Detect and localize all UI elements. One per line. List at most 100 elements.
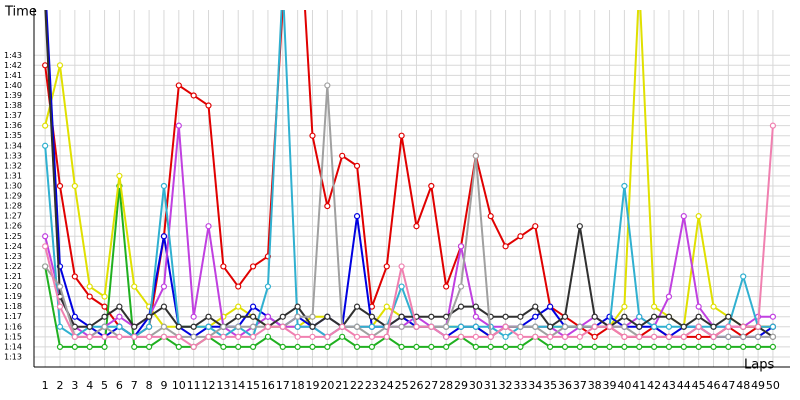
point: [621, 323, 628, 330]
x-tick-label: 48: [736, 379, 750, 392]
point: [101, 303, 108, 310]
point: [502, 343, 509, 350]
x-tick-label: 36: [558, 379, 572, 392]
point: [309, 132, 316, 139]
point: [235, 343, 242, 350]
point: [398, 263, 405, 270]
point: [398, 132, 405, 139]
point: [695, 323, 702, 330]
x-tick-label: 27: [424, 379, 438, 392]
point: [591, 333, 598, 340]
point: [576, 333, 583, 340]
y-tick-label: 1:14: [4, 342, 22, 351]
point: [160, 283, 168, 290]
x-tick-label: 30: [469, 379, 483, 392]
point: [665, 293, 673, 300]
y-tick-label: 1:13: [4, 352, 22, 361]
y-tick-label: 1:27: [4, 212, 22, 221]
point: [725, 333, 732, 340]
x-tick-label: 34: [528, 379, 542, 392]
y-tick-label: 1:23: [4, 252, 22, 261]
point: [591, 343, 598, 350]
point: [547, 303, 554, 310]
x-tick-label: 3: [71, 379, 78, 392]
point: [532, 313, 539, 320]
y-tick-label: 1:18: [4, 302, 22, 311]
point: [443, 313, 450, 320]
point: [561, 333, 569, 340]
point: [71, 313, 78, 320]
x-tick-label: 41: [632, 379, 646, 392]
point: [205, 333, 212, 340]
point: [249, 303, 257, 310]
point: [279, 323, 286, 330]
point: [383, 333, 390, 340]
point: [740, 273, 747, 280]
point: [740, 323, 747, 330]
point: [398, 323, 405, 330]
x-tick-label: 1: [42, 379, 49, 392]
point: [472, 303, 479, 310]
point: [517, 323, 524, 330]
x-tick-label: 4: [86, 379, 93, 392]
x-tick-label: 43: [662, 379, 676, 392]
point: [710, 323, 717, 330]
point: [116, 323, 123, 330]
x-tick-label: 25: [395, 379, 409, 392]
point: [680, 213, 687, 220]
point: [472, 333, 479, 340]
x-tick-label: 23: [365, 379, 379, 392]
y-tick-label: 1:16: [4, 322, 22, 331]
point: [383, 303, 390, 310]
point: [205, 102, 212, 109]
point: [636, 343, 643, 350]
point: [279, 343, 286, 350]
point: [324, 202, 331, 210]
point: [443, 343, 450, 350]
point: [576, 343, 583, 350]
point: [398, 283, 405, 290]
point: [235, 283, 242, 290]
x-tick-label: 22: [350, 379, 364, 392]
point: [725, 343, 732, 350]
x-tick-label: 33: [513, 379, 527, 392]
point: [695, 333, 702, 340]
x-tick-label: 42: [647, 379, 661, 392]
point: [457, 323, 465, 330]
point: [160, 323, 168, 330]
x-tick-label: 10: [172, 379, 186, 392]
x-tick-label: 50: [766, 379, 780, 392]
point: [146, 323, 153, 330]
point: [398, 343, 405, 350]
point: [309, 343, 316, 350]
point: [561, 323, 569, 330]
point: [532, 303, 539, 310]
point: [220, 263, 227, 270]
point: [353, 323, 361, 330]
point: [710, 303, 717, 310]
point: [457, 243, 465, 250]
point: [101, 343, 108, 350]
point: [339, 323, 346, 330]
y-tick-label: 1:36: [4, 121, 22, 130]
point: [457, 303, 465, 310]
point: [532, 223, 539, 230]
y-tick-label: 1:20: [4, 282, 22, 291]
y-tick-label: 1:43: [4, 51, 22, 60]
point: [42, 122, 49, 129]
point: [190, 92, 197, 99]
point: [86, 323, 93, 330]
y-tick-label: 1:32: [4, 161, 22, 170]
point: [695, 303, 702, 310]
point: [650, 313, 658, 320]
x-tick-label: 19: [305, 379, 319, 392]
point: [650, 303, 658, 310]
point: [621, 182, 628, 190]
point: [190, 323, 197, 330]
point: [517, 343, 524, 350]
point: [309, 323, 316, 330]
point: [428, 343, 435, 350]
x-tick-label: 29: [454, 379, 468, 392]
point: [190, 343, 197, 350]
point: [160, 333, 168, 340]
